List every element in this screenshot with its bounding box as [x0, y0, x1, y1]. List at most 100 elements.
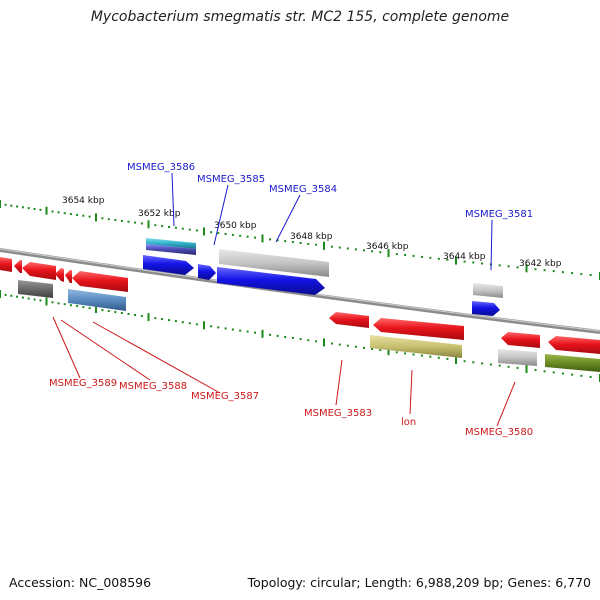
gene-feature-left-4[interactable] [55, 268, 64, 282]
gene-feature-msmeg-3587[interactable] [68, 289, 126, 311]
minor-tick [154, 317, 157, 320]
gene-feature-left-1[interactable] [0, 257, 12, 272]
gene-feature-left-5[interactable] [65, 270, 72, 283]
minor-tick [181, 227, 184, 230]
minor-tick [516, 266, 519, 269]
gene-feature-lon-rna[interactable] [370, 335, 462, 358]
major-tick [323, 338, 325, 347]
gene-feature-msmeg-3586-cds[interactable] [143, 255, 194, 275]
map-title: Mycobacterium smegmatis str. MC2 155, co… [90, 9, 510, 25]
minor-tick [21, 206, 24, 209]
minor-tick [395, 351, 398, 354]
gene-label-msmeg-3587[interactable]: MSMEG_3587 [191, 391, 259, 402]
minor-tick [51, 301, 54, 304]
minor-tick [589, 375, 592, 378]
minor-tick [507, 265, 510, 268]
minor-tick [88, 307, 91, 310]
major-tick [323, 241, 325, 250]
minor-tick [498, 264, 501, 267]
minor-tick [315, 340, 318, 343]
minor-tick [429, 355, 432, 358]
minor-tick [561, 271, 564, 274]
gene-feature-msmeg-3580[interactable] [501, 332, 540, 348]
gene-feature-msmeg-3585[interactable] [198, 264, 216, 280]
gene-feature-msmeg-3583[interactable] [329, 312, 369, 328]
gene-label-msmeg-3588[interactable]: MSMEG_3588 [119, 381, 187, 392]
gene-feature-msmeg-3588[interactable] [72, 271, 128, 292]
gene-feature-right-olive[interactable] [545, 354, 600, 372]
gene-feature-msmeg-3584[interactable] [219, 249, 329, 277]
major-tick [45, 297, 48, 306]
gene-label-msmeg-3585[interactable]: MSMEG_3585 [197, 174, 265, 185]
minor-tick [63, 303, 66, 306]
minor-tick [51, 210, 54, 213]
gene-label-lon[interactable]: lon [401, 417, 416, 428]
minor-tick [168, 226, 170, 228]
minor-tick [379, 349, 382, 352]
gene-label-msmeg-3581[interactable]: MSMEG_3581 [465, 209, 533, 220]
gene-label-msmeg-3586[interactable]: MSMEG_3586 [127, 162, 195, 173]
gene-labels: MSMEG_3586 MSMEG_3585 MSMEG_3584 MSMEG_3… [49, 162, 533, 438]
tick-track-bottom [0, 290, 600, 382]
minor-tick [472, 361, 475, 364]
minor-tick [330, 245, 333, 248]
minor-tick [371, 250, 374, 253]
minor-tick [231, 233, 234, 236]
minor-tick [580, 374, 583, 377]
minor-tick [210, 231, 213, 234]
minor-tick [571, 272, 574, 275]
minor-tick [127, 313, 130, 315]
minor-tick [404, 254, 407, 256]
minor-tick [107, 310, 110, 312]
gene-label-msmeg-3584[interactable]: MSMEG_3584 [269, 184, 337, 195]
kbp-label: 3646 kbp [366, 242, 409, 252]
minor-tick [338, 246, 341, 249]
tick-track-top [0, 200, 600, 280]
minor-tick [395, 253, 398, 256]
gene-label-msmeg-3583[interactable]: MSMEG_3583 [304, 408, 372, 419]
gene-feature-msmeg-3586[interactable] [146, 238, 196, 249]
minor-tick [101, 309, 104, 312]
minor-tick [346, 344, 349, 347]
minor-tick [412, 254, 415, 257]
minor-tick [276, 334, 279, 337]
gene-feature-msmeg-3581-cds[interactable] [472, 301, 500, 316]
gene-label-msmeg-3589[interactable]: MSMEG_3589 [49, 378, 117, 389]
minor-tick [76, 305, 79, 308]
major-tick [261, 329, 264, 338]
gene-feature-lon[interactable] [373, 318, 464, 340]
minor-tick [217, 326, 220, 329]
minor-tick [195, 229, 198, 232]
gene-feature-msmeg-3589-rna[interactable] [18, 280, 53, 298]
gene-feature-right-red[interactable] [548, 336, 600, 354]
gene-feature-msmeg-3586-rna[interactable] [146, 244, 196, 255]
minor-tick [516, 366, 519, 369]
minor-tick [39, 208, 42, 211]
gene-label-msmeg-3580[interactable]: MSMEG_3580 [465, 427, 533, 438]
minor-tick [284, 240, 287, 243]
minor-tick [446, 357, 449, 360]
kbp-labels: 3654 kbp 3652 kbp 3650 kbp 3648 kbp 3646… [62, 196, 562, 269]
minor-tick [224, 233, 227, 235]
minor-tick [580, 273, 583, 276]
major-tick [203, 321, 205, 330]
minor-tick [284, 336, 287, 338]
minor-tick [291, 241, 294, 244]
minor-tick [254, 236, 256, 239]
minor-tick [134, 314, 137, 316]
gene-feature-msmeg-3580-rna[interactable] [498, 349, 537, 366]
minor-tick [76, 213, 79, 216]
minor-tick [371, 348, 374, 350]
gene-feature-left-2[interactable] [14, 260, 22, 273]
minor-tick [552, 270, 555, 273]
gene-feature-msmeg-3589[interactable] [22, 262, 56, 280]
accession-text: Accession: NC_008596 [9, 575, 152, 590]
minor-tick [57, 302, 60, 305]
minor-tick [420, 354, 423, 357]
minor-tick [363, 346, 365, 349]
minor-tick [507, 365, 510, 368]
gene-feature-msmeg-3581[interactable] [473, 283, 503, 298]
minor-tick [254, 331, 256, 334]
gene-feature-msmeg-3584-cds[interactable] [217, 267, 325, 295]
minor-tick [39, 299, 42, 302]
